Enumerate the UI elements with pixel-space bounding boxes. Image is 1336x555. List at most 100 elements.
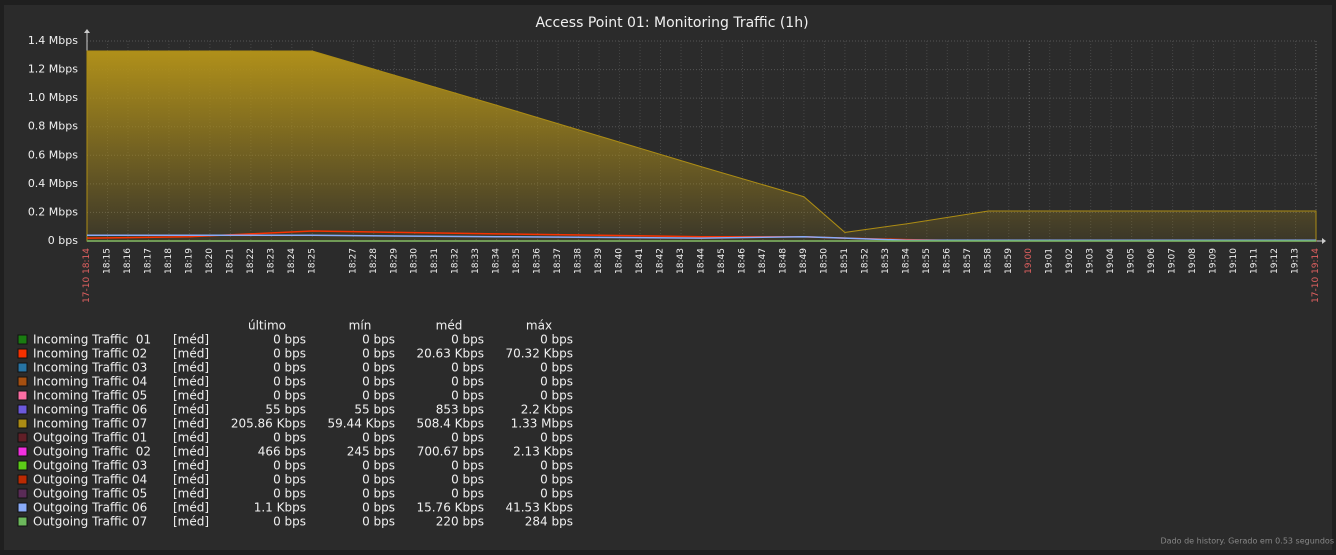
legend-stat: 0 bps bbox=[540, 487, 573, 501]
x-tick-label: 18:32 bbox=[451, 248, 461, 274]
legend-name: Outgoing Traffic 02 bbox=[33, 445, 151, 459]
x-tick-label: 18:28 bbox=[369, 248, 379, 274]
legend-func: [méd] bbox=[173, 459, 209, 473]
legend-swatch bbox=[17, 474, 28, 485]
x-tick-label: 18:37 bbox=[553, 248, 563, 274]
legend-header: último bbox=[248, 319, 286, 333]
legend-header: máx bbox=[526, 319, 552, 333]
legend-stat: 0 bps bbox=[540, 375, 573, 389]
x-tick-label: 18:57 bbox=[963, 248, 973, 274]
legend-stat: 508.4 Kbps bbox=[416, 417, 484, 431]
x-tick-label: 18:33 bbox=[471, 248, 481, 274]
legend-func: [méd] bbox=[173, 389, 209, 403]
legend-stat: 0 bps bbox=[362, 459, 395, 473]
x-tick-label: 17-10 19:14 bbox=[1311, 248, 1321, 303]
legend-swatch bbox=[17, 460, 28, 471]
legend-stat: 1.33 Mbps bbox=[511, 417, 573, 431]
y-tick-label: 0.4 Mbps bbox=[28, 177, 78, 190]
x-tick-label: 18:35 bbox=[512, 248, 522, 274]
legend-stat: 0 bps bbox=[540, 333, 573, 347]
legend-name: Incoming Traffic 05 bbox=[33, 389, 147, 403]
legend-stat: 0 bps bbox=[273, 515, 306, 529]
x-tick-label: 18:15 bbox=[102, 248, 112, 274]
legend-swatch bbox=[17, 348, 28, 359]
x-tick-label: 18:44 bbox=[697, 248, 707, 274]
x-tick-label: 18:36 bbox=[533, 248, 543, 274]
legend-swatch bbox=[17, 488, 28, 499]
legend-stat: 0 bps bbox=[273, 375, 306, 389]
x-tick-label: 19:11 bbox=[1250, 248, 1260, 274]
x-tick-label: 18:16 bbox=[123, 248, 133, 274]
x-tick-label: 18:18 bbox=[164, 248, 174, 274]
x-tick-label: 18:24 bbox=[287, 248, 297, 274]
legend-stat: 0 bps bbox=[273, 431, 306, 445]
legend-stat: 0 bps bbox=[362, 473, 395, 487]
x-tick-label: 18:25 bbox=[307, 248, 317, 274]
legend-name: Incoming Traffic 02 bbox=[33, 347, 147, 361]
x-tick-label: 19:05 bbox=[1127, 248, 1137, 274]
x-tick-label: 18:39 bbox=[594, 248, 604, 274]
legend-name: Outgoing Traffic 06 bbox=[33, 501, 147, 515]
axis-arrow bbox=[84, 29, 90, 33]
legend-stat: 0 bps bbox=[540, 431, 573, 445]
legend-stat: 205.86 Kbps bbox=[231, 417, 306, 431]
legend-func: [méd] bbox=[173, 445, 209, 459]
legend-func: [méd] bbox=[173, 361, 209, 375]
x-tick-label: 19:09 bbox=[1209, 248, 1219, 274]
legend-stat: 0 bps bbox=[451, 431, 484, 445]
legend-stat: 0 bps bbox=[540, 361, 573, 375]
legend-name: Outgoing Traffic 01 bbox=[33, 431, 147, 445]
x-tick-label: 18:58 bbox=[983, 248, 993, 274]
y-tick-label: 0.8 Mbps bbox=[28, 120, 78, 133]
legend-stat: 0 bps bbox=[362, 375, 395, 389]
x-tick-label: 18:50 bbox=[819, 248, 829, 274]
legend-swatch bbox=[17, 334, 28, 345]
legend-stat: 0 bps bbox=[451, 473, 484, 487]
x-tick-label: 18:45 bbox=[717, 248, 727, 274]
x-tick-label: 18:19 bbox=[184, 248, 194, 274]
legend-stat: 0 bps bbox=[362, 361, 395, 375]
legend-stat: 0 bps bbox=[362, 389, 395, 403]
legend-stat: 0 bps bbox=[362, 515, 395, 529]
legend-func: [méd] bbox=[173, 403, 209, 417]
x-tick-label: 18:54 bbox=[901, 248, 911, 274]
legend-header: méd bbox=[436, 319, 463, 333]
x-tick-label: 18:20 bbox=[205, 248, 215, 274]
legend-swatch bbox=[17, 432, 28, 443]
legend-stat: 0 bps bbox=[362, 333, 395, 347]
legend-stat: 0 bps bbox=[273, 459, 306, 473]
x-tick-label: 18:17 bbox=[143, 248, 153, 274]
x-tick-label: 19:03 bbox=[1086, 248, 1096, 274]
x-tick-label: 18:46 bbox=[737, 248, 747, 274]
legend-func: [méd] bbox=[173, 515, 209, 529]
legend-func: [méd] bbox=[173, 487, 209, 501]
x-tick-label: 18:48 bbox=[778, 248, 788, 274]
legend-stat: 0 bps bbox=[451, 487, 484, 501]
x-tick-label: 18:31 bbox=[430, 248, 440, 274]
x-tick-label: 19:00 bbox=[1024, 248, 1034, 274]
legend-swatch bbox=[17, 502, 28, 513]
x-tick-label: 18:53 bbox=[881, 248, 891, 274]
legend-swatch bbox=[17, 390, 28, 401]
x-tick-label: 19:12 bbox=[1270, 248, 1280, 274]
legend-func: [méd] bbox=[173, 333, 209, 347]
x-tick-label: 18:29 bbox=[389, 248, 399, 274]
legend-stat: 0 bps bbox=[362, 487, 395, 501]
legend-stat: 0 bps bbox=[273, 361, 306, 375]
legend-stat: 20.63 Kbps bbox=[416, 347, 484, 361]
x-tick-label: 18:43 bbox=[676, 248, 686, 274]
x-tick-label: 18:23 bbox=[266, 248, 276, 274]
footer: Dado de history. Gerado em 0.53 segundos bbox=[1161, 537, 1334, 546]
legend-func: [méd] bbox=[173, 375, 209, 389]
legend-swatch bbox=[17, 362, 28, 373]
legend-name: Incoming Traffic 06 bbox=[33, 403, 147, 417]
x-tick-label: 19:07 bbox=[1168, 248, 1178, 274]
x-tick-label: 18:40 bbox=[615, 248, 625, 274]
legend-swatch bbox=[17, 446, 28, 457]
legend-name: Outgoing Traffic 05 bbox=[33, 487, 147, 501]
x-tick-label: 19:04 bbox=[1106, 248, 1116, 274]
x-tick-label: 19:10 bbox=[1229, 248, 1239, 274]
legend-stat: 220 bps bbox=[436, 515, 484, 529]
area bbox=[86, 50, 1317, 242]
